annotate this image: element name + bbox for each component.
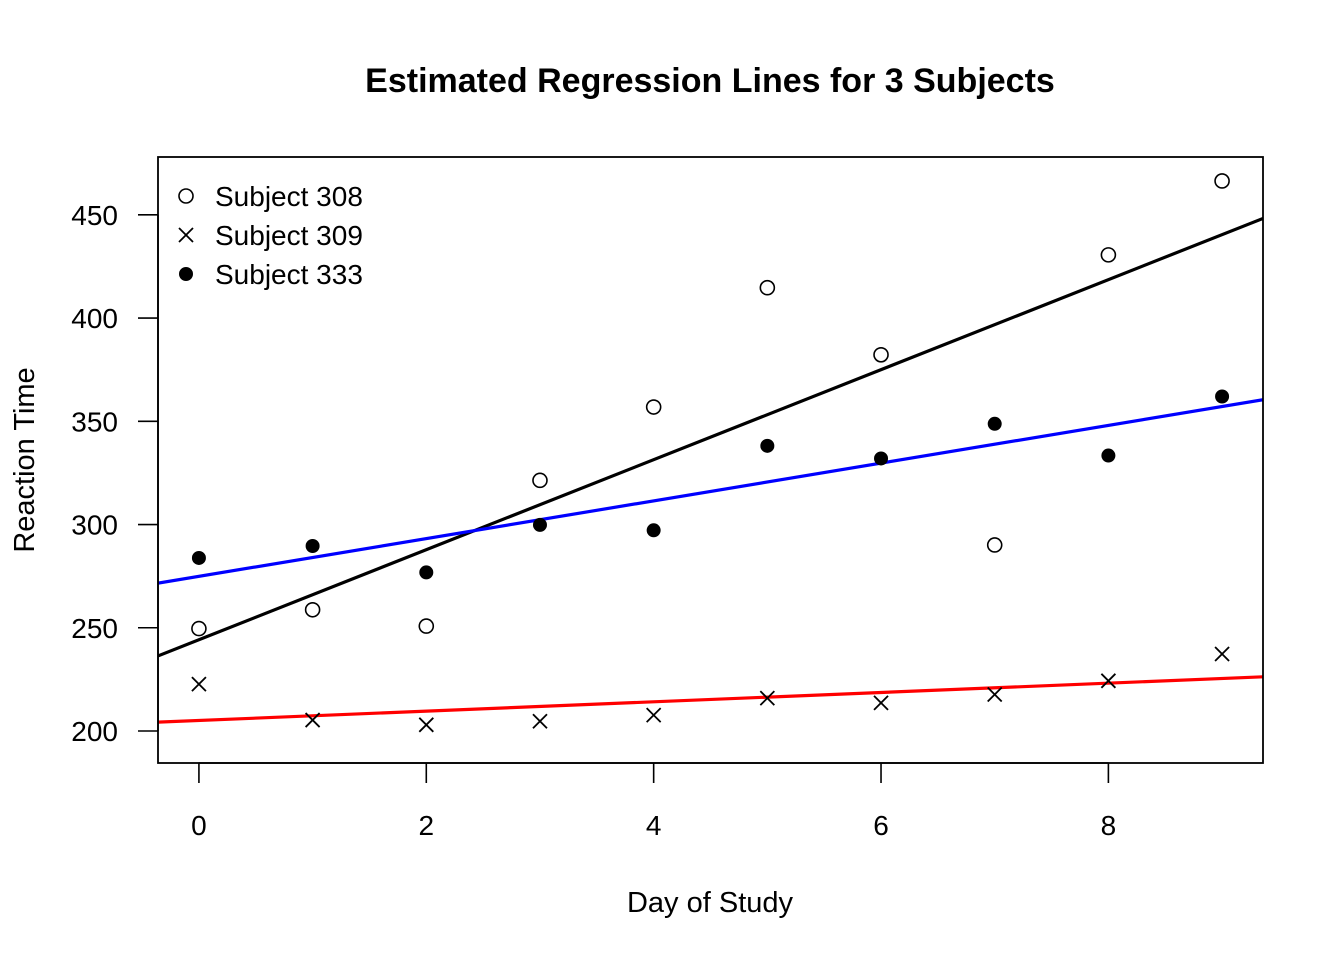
y-tick-label-5: 450 [71, 200, 118, 231]
regression-line-2 [158, 398, 1263, 585]
data-point-series0-6 [873, 347, 889, 363]
data-point-series1-5 [759, 690, 775, 706]
legend-marker-0 [178, 188, 194, 204]
legend-label-1: Subject 309 [215, 220, 363, 251]
data-point-series0-7 [986, 537, 1003, 553]
legend-label-0: Subject 308 [215, 181, 363, 212]
data-point-series0-5 [759, 279, 776, 296]
data-point-series2-7 [987, 416, 1002, 431]
data-point-series1-2 [418, 717, 434, 733]
data-point-series1-8 [1100, 673, 1117, 689]
y-tick-label-1: 250 [71, 613, 118, 644]
data-point-series1-6 [873, 695, 889, 711]
data-point-series2-8 [1101, 448, 1116, 463]
data-point-series1-9 [1214, 646, 1230, 662]
regression-line-0 [158, 216, 1263, 658]
data-point-series2-4 [646, 523, 661, 538]
legend-marker-2 [179, 267, 193, 281]
x-tick-label-2: 4 [646, 810, 662, 841]
data-point-series2-0 [191, 550, 206, 565]
y-tick-label-0: 200 [71, 716, 118, 747]
data-point-series0-9 [1214, 173, 1230, 189]
x-axis: 0 2 4 6 8 [191, 762, 1117, 841]
y-tick-label-4: 400 [71, 303, 118, 334]
x-axis-label: Day of Study [627, 887, 794, 919]
data-point-series1-3 [532, 713, 548, 729]
data-point-series0-1 [304, 601, 321, 618]
data-point-series1-7 [987, 686, 1003, 703]
x-tick-label-3: 6 [873, 810, 889, 841]
data-point-series1-4 [646, 707, 662, 723]
x-tick-label-0: 0 [191, 810, 207, 841]
data-point-series2-6 [874, 451, 889, 466]
legend: Subject 308 Subject 309 Subject 333 [178, 181, 363, 290]
data-points [191, 173, 1230, 733]
y-tick-label-3: 350 [71, 406, 118, 437]
data-point-series0-0 [191, 620, 207, 637]
y-tick-label-2: 300 [71, 510, 118, 541]
chart-title: Estimated Regression Lines for 3 Subject… [365, 62, 1055, 100]
data-point-series0-4 [645, 399, 662, 415]
data-point-series2-2 [419, 565, 434, 580]
legend-marker-1 [178, 227, 194, 243]
regression-line-1 [158, 675, 1263, 724]
data-point-series1-0 [191, 676, 207, 692]
y-axis: 200 250 300 350 400 450 [71, 200, 159, 747]
data-point-series0-8 [1100, 247, 1117, 263]
legend-label-2: Subject 333 [215, 259, 363, 290]
data-point-series0-3 [532, 472, 548, 489]
x-tick-label-1: 2 [419, 810, 435, 841]
data-point-series2-9 [1215, 389, 1230, 404]
data-point-series2-5 [760, 438, 775, 453]
y-axis-label: Reaction Time [9, 367, 41, 552]
data-point-series1-1 [304, 712, 321, 728]
data-point-series2-3 [532, 517, 547, 532]
data-point-series2-1 [305, 538, 320, 553]
regression-lines [158, 216, 1263, 724]
x-tick-label-4: 8 [1101, 810, 1117, 841]
data-point-series0-2 [418, 618, 435, 634]
